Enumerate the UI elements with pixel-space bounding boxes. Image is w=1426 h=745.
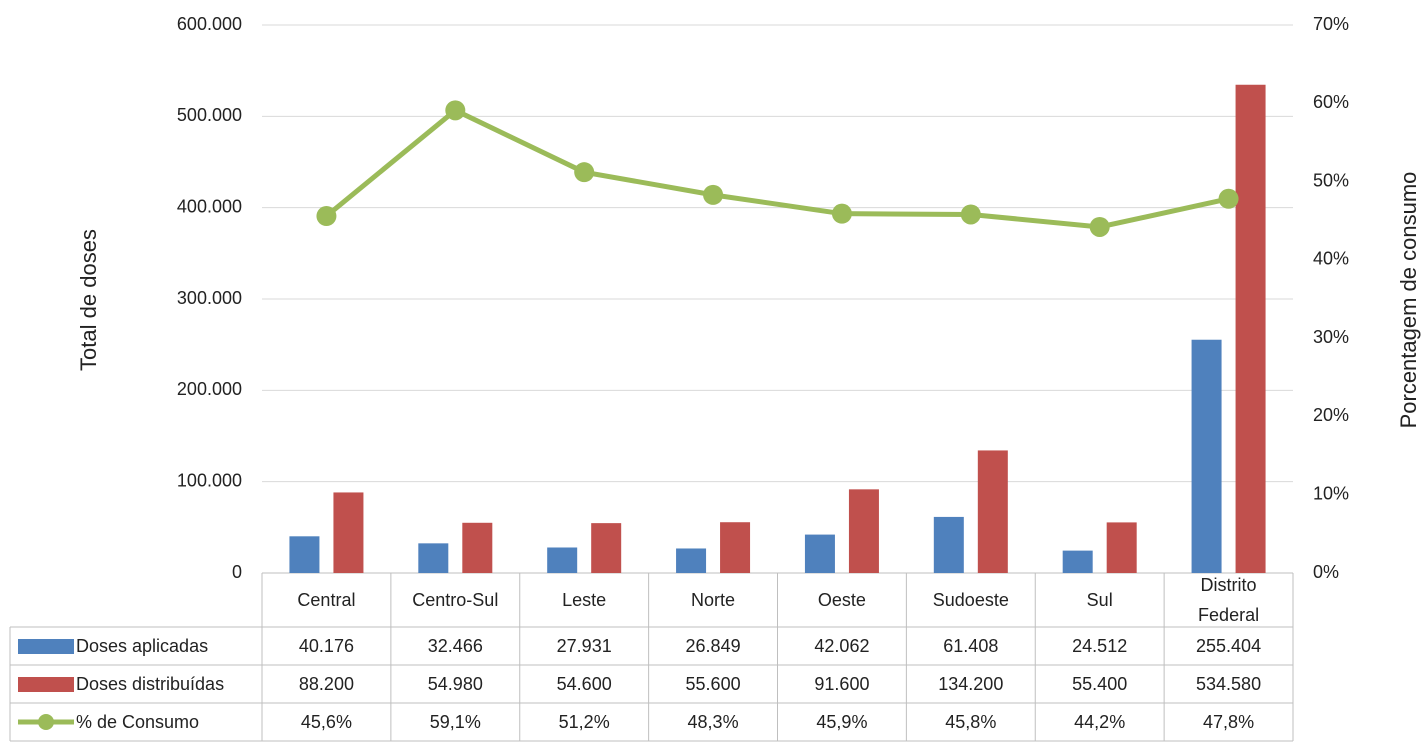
table-value: 42.062	[814, 636, 870, 656]
table-value: 24.512	[1072, 636, 1128, 656]
bar	[1062, 550, 1093, 573]
legend-swatch	[18, 639, 74, 654]
table-value: 40.176	[298, 636, 354, 656]
table-value: 47,8%	[1203, 712, 1255, 732]
table-value: 55.400	[1072, 674, 1128, 694]
legend-marker	[38, 714, 54, 730]
y-axis-title: Total de doses	[76, 229, 101, 371]
legend-label: % de Consumo	[76, 712, 200, 732]
category-label: Sul	[1086, 590, 1113, 610]
table-value: 44,2%	[1074, 712, 1126, 732]
bar	[333, 492, 364, 573]
y-tick-label: 200.000	[177, 379, 242, 399]
y2-tick-label: 0%	[1313, 562, 1339, 582]
bar	[804, 534, 835, 573]
bar	[933, 516, 964, 573]
y2-axis-title: Porcentagem de consumo	[1396, 172, 1421, 429]
bar	[547, 547, 578, 573]
y-tick-label: 600.000	[177, 14, 242, 34]
bar	[720, 522, 751, 573]
y2-tick-label: 70%	[1313, 14, 1349, 34]
bar	[462, 522, 493, 573]
table-value: 88.200	[298, 674, 354, 694]
line-marker	[960, 204, 981, 225]
bar	[977, 450, 1008, 573]
table-value: 45,9%	[816, 712, 868, 732]
table-value: 534.580	[1196, 674, 1262, 694]
line-marker	[574, 162, 595, 183]
table-value: 59,1%	[429, 712, 481, 732]
line-marker	[703, 184, 724, 205]
bar	[1106, 522, 1137, 573]
category-label: Oeste	[817, 590, 866, 610]
table-value: 134.200	[938, 674, 1004, 694]
table-value: 45,6%	[300, 712, 352, 732]
bar	[1235, 84, 1266, 573]
table-value: 32.466	[427, 636, 483, 656]
category-label: Central	[297, 590, 356, 610]
y-tick-label: 500.000	[177, 105, 242, 125]
table-value: 51,2%	[558, 712, 610, 732]
legend-label: Doses aplicadas	[76, 636, 209, 656]
bar	[591, 523, 622, 573]
table-value: 26.849	[685, 636, 741, 656]
category-label: Leste	[562, 590, 607, 610]
table-value: 91.600	[814, 674, 870, 694]
table-value: 48,3%	[687, 712, 739, 732]
category-label: Distrito Federal	[1198, 575, 1260, 625]
table-value: 255.404	[1196, 636, 1262, 656]
bar	[848, 489, 879, 573]
y2-tick-label: 10%	[1313, 483, 1349, 503]
line-marker	[1089, 216, 1110, 237]
category-label: Sudoeste	[932, 590, 1009, 610]
table-value: 27.931	[556, 636, 612, 656]
table-value: 55.600	[685, 674, 741, 694]
category-label: Centro-Sul	[412, 590, 499, 610]
bar	[676, 548, 707, 573]
y2-tick-label: 60%	[1313, 92, 1349, 112]
y2-tick-label: 40%	[1313, 249, 1349, 269]
y2-tick-label: 20%	[1313, 405, 1349, 425]
y-tick-label: 0	[232, 562, 242, 582]
category-label: Norte	[691, 590, 736, 610]
bar	[289, 536, 320, 573]
y-tick-label: 100.000	[177, 470, 242, 490]
y-tick-label: 400.000	[177, 196, 242, 216]
legend-label: Doses distribuídas	[76, 674, 225, 694]
line-marker	[1218, 188, 1239, 209]
table-value: 54.980	[427, 674, 483, 694]
y-tick-label: 300.000	[177, 288, 242, 308]
line-marker	[316, 206, 337, 227]
bar	[418, 543, 449, 573]
y2-tick-label: 30%	[1313, 327, 1349, 347]
line	[324, 107, 1230, 230]
table-value: 45,8%	[945, 712, 997, 732]
legend-swatch	[18, 677, 74, 692]
bar	[1191, 339, 1222, 573]
line-marker	[445, 100, 466, 121]
line-marker	[831, 203, 852, 224]
table-value: 54.600	[556, 674, 612, 694]
table-value: 61.408	[943, 636, 999, 656]
y2-tick-label: 50%	[1313, 170, 1349, 190]
